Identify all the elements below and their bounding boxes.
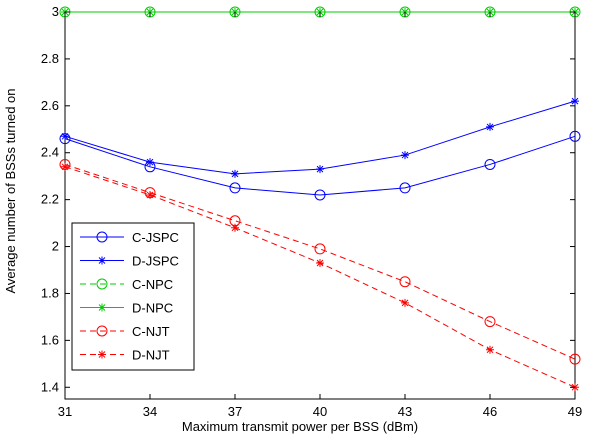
y-tick-label: 2: [52, 239, 59, 254]
x-tick-label: 40: [313, 404, 327, 419]
legend-item: C-JSPC: [80, 230, 179, 245]
legend-box: [71, 222, 195, 371]
data-point: [229, 182, 241, 194]
data-point: [316, 258, 324, 267]
x-tick-label: 49: [568, 404, 582, 419]
data-point: [571, 97, 579, 106]
series-line: [64, 135, 576, 196]
data-point: [484, 316, 496, 328]
data-point: [231, 223, 239, 232]
data-point: [486, 345, 494, 354]
data-point: [569, 353, 581, 365]
x-tick-label: 31: [58, 404, 72, 419]
legend-marker: [98, 350, 106, 359]
x-tick-label: 37: [228, 404, 242, 419]
x-axis-label: Maximum transmit power per BSS (dBm): [182, 419, 418, 434]
legend-item: C-NPC: [80, 277, 173, 292]
data-point: [146, 158, 154, 167]
legend-item: D-NJT: [80, 348, 170, 363]
series-d-jspc: [61, 97, 579, 178]
data-point: [569, 130, 581, 142]
y-axis-label: Average number of BSSs turned on: [3, 89, 18, 294]
legend-item: C-NJT: [80, 324, 170, 339]
x-tick-label: 46: [483, 404, 497, 419]
y-tick-label: 3: [52, 4, 59, 19]
legend-label: D-NPC: [132, 301, 173, 316]
y-tick-label: 2.8: [41, 51, 59, 66]
series-line: [64, 163, 576, 360]
data-point: [486, 122, 494, 131]
legend-label: D-JSPC: [132, 254, 179, 269]
data-point: [231, 169, 239, 178]
legend-marker: [96, 278, 108, 290]
legend-label: C-NJT: [132, 324, 170, 339]
y-axis: 1.4 1.6 1.8 2 2.2 2.4 2.6 2.8 3: [41, 4, 575, 394]
legend-label: C-NPC: [132, 277, 173, 292]
data-point: [146, 190, 154, 199]
y-tick-label: 1.8: [41, 285, 59, 300]
x-axis: 31 34 37 40 43 46 49: [58, 12, 582, 419]
legend-marker: [96, 325, 108, 337]
data-point: [484, 158, 496, 170]
series-c-jspc: [59, 130, 581, 201]
y-tick-label: 1.6: [41, 332, 59, 347]
series-c-njt: [59, 158, 581, 365]
data-point: [316, 165, 324, 174]
legend-marker: [98, 256, 106, 265]
y-tick-label: 1.4: [41, 379, 59, 394]
legend-marker: [96, 231, 108, 243]
y-tick-label: 2.6: [41, 98, 59, 113]
y-tick-label: 2.2: [41, 192, 59, 207]
y-tick-label: 2.4: [41, 145, 59, 160]
data-point: [314, 243, 326, 255]
legend-label: C-JSPC: [132, 230, 179, 245]
data-point: [399, 182, 411, 194]
legend-label: D-NJT: [132, 348, 170, 363]
data-point: [61, 132, 69, 141]
data-point: [401, 298, 409, 307]
data-point: [401, 151, 409, 160]
data-point: [314, 189, 326, 201]
legend-item: D-NPC: [80, 301, 173, 316]
x-tick-label: 43: [398, 404, 412, 419]
x-tick-label: 34: [143, 404, 157, 419]
legend-item: D-JSPC: [80, 254, 179, 269]
data-point: [399, 276, 411, 288]
legend: C-JSPC D-JSPC C-NPC D-NPC C-NJT D-NJT: [71, 222, 195, 371]
data-point: [61, 162, 69, 171]
legend-marker: [98, 303, 106, 312]
